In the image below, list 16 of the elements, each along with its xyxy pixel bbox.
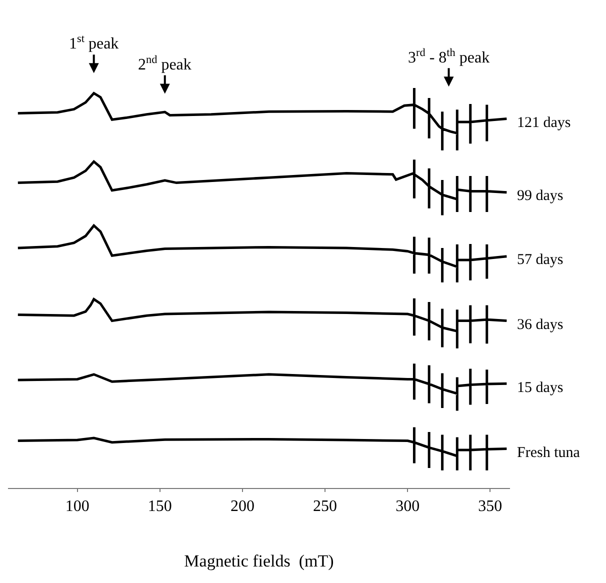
x-tick-label: 350 bbox=[478, 498, 502, 516]
x-tick-label: 300 bbox=[396, 498, 420, 516]
series-label: 57 days bbox=[517, 252, 564, 268]
text: 1$^{st}$ peak bbox=[69, 33, 119, 53]
x-tick-label: 250 bbox=[313, 498, 338, 516]
series-label: 121 days bbox=[517, 115, 571, 131]
series-label: Fresh tuna bbox=[517, 445, 580, 461]
text: 3$^{rd}$ - 8$^{th}$ peak bbox=[408, 47, 490, 67]
series-label: 99 days bbox=[517, 188, 564, 204]
series-label: 15 days bbox=[517, 380, 564, 396]
text: 2$^{nd}$ peak bbox=[138, 54, 192, 74]
x-tick-label: 200 bbox=[230, 498, 254, 516]
x-axis-title: Magnetic fields (mT) bbox=[184, 552, 334, 571]
x-tick-label: 100 bbox=[65, 498, 90, 516]
series-label: 36 days bbox=[517, 317, 564, 333]
x-tick-label: 150 bbox=[148, 498, 172, 516]
